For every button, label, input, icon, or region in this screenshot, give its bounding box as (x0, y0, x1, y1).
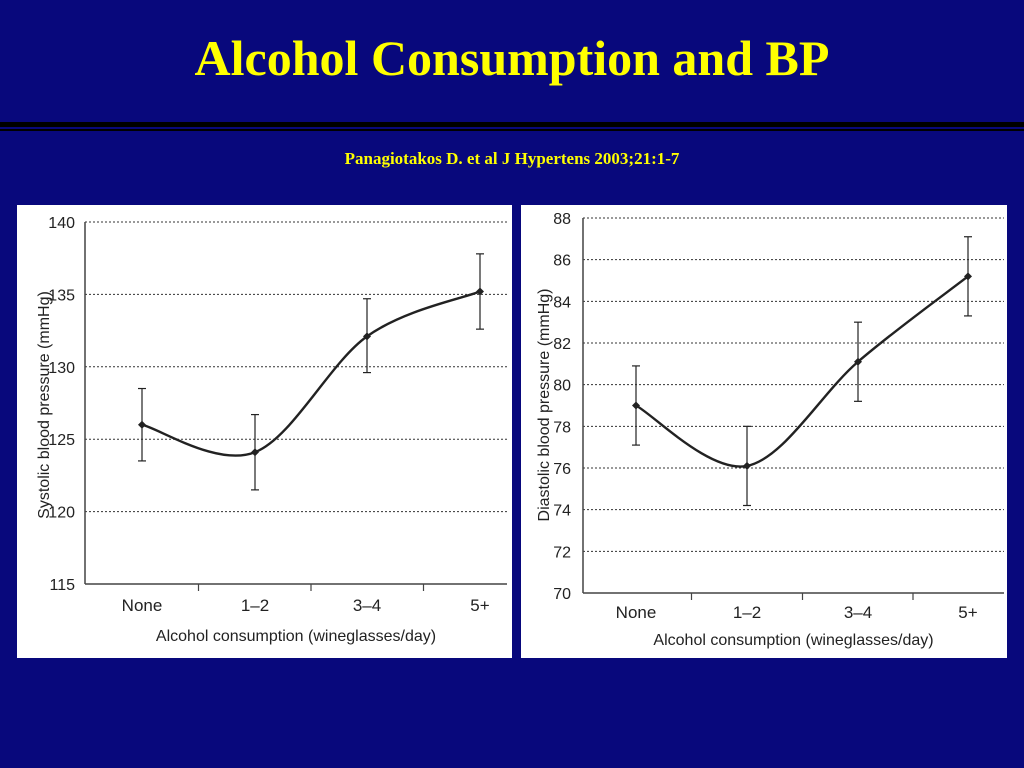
diastolic-chart: 70 72 74 76 78 80 82 84 86 88 None 1–2 3–4 5+ Alcohol … (536, 211, 1004, 649)
x-tick-label: None (616, 603, 657, 622)
y-tick-label: 86 (553, 253, 571, 270)
data-point (854, 357, 862, 366)
series-line (635, 275, 969, 468)
y-tick-label: 76 (553, 461, 571, 478)
slide-title: Alcohol Consumption and BP (194, 30, 830, 86)
y-tick-label: 135 (48, 287, 75, 304)
x-tick-label: None (122, 596, 163, 615)
y-tick-label: 80 (553, 378, 571, 395)
x-tick-label: 3–4 (353, 596, 381, 615)
x-tick-label: 3–4 (844, 603, 872, 622)
y-axis-label: Systolic blood pressure (mmHg) (36, 291, 53, 519)
y-tick-label: 72 (553, 544, 571, 561)
y-tick-label: 78 (553, 419, 571, 436)
data-point (251, 448, 259, 457)
data-point (138, 420, 146, 429)
y-axis-label: Diastolic blood pressure (mmHg) (536, 289, 553, 522)
y-tick-label: 115 (49, 577, 75, 594)
data-point (743, 461, 751, 470)
citation: Panagiotakos D. et al J Hypertens 2003;2… (344, 149, 680, 168)
data-point (964, 272, 972, 281)
x-tick-label: 5+ (470, 596, 489, 615)
x-axis-label: Alcohol consumption (wineglasses/day) (156, 628, 436, 645)
x-tick-label: 5+ (958, 603, 977, 622)
series-line (141, 290, 481, 457)
y-tick-label: 88 (553, 211, 571, 228)
y-tick-label: 125 (48, 432, 75, 449)
y-tick-label: 140 (48, 215, 75, 232)
diastolic-chart-panel: 70 72 74 76 78 80 82 84 86 88 None 1–2 3–4 5+ Alcohol … (521, 205, 1007, 658)
x-tick-label: 1–2 (733, 603, 761, 622)
systolic-chart-panel: 115 120 125 130 135 140 None 1–2 3–4 5+ Alcohol co… (17, 205, 512, 658)
x-tick-label: 1–2 (241, 596, 269, 615)
data-point (632, 401, 640, 410)
data-point (363, 332, 371, 341)
y-tick-label: 120 (48, 505, 75, 522)
title-divider (0, 122, 1024, 127)
title-divider-thin (0, 129, 1024, 131)
x-axis-label: Alcohol consumption (wineglasses/day) (653, 632, 933, 649)
data-point (476, 287, 484, 296)
y-tick-label: 130 (48, 360, 75, 377)
y-tick-label: 74 (553, 503, 571, 520)
y-tick-label: 84 (553, 294, 571, 311)
y-tick-label: 70 (553, 586, 571, 603)
systolic-chart: 115 120 125 130 135 140 None 1–2 3–4 5+ Alcohol co… (36, 215, 507, 645)
y-tick-label: 82 (553, 336, 571, 353)
